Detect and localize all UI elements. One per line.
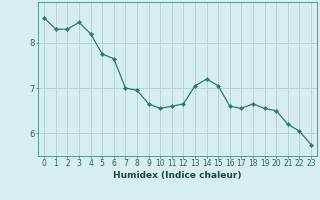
X-axis label: Humidex (Indice chaleur): Humidex (Indice chaleur) <box>113 171 242 180</box>
